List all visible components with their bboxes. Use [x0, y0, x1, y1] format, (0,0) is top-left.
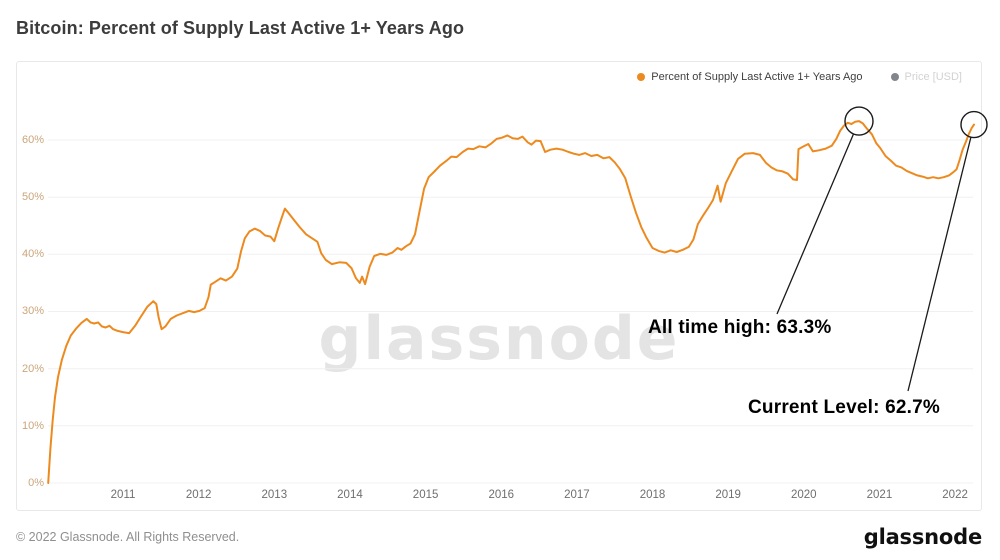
y-tick-30%: 30% [21, 305, 44, 318]
y-tick-20%: 20% [21, 362, 44, 375]
glassnode-watermark: glassnode [318, 304, 680, 374]
legend-item-price-usd[interactable]: Price [USD] [890, 71, 962, 83]
x-tick-2011: 2011 [110, 489, 136, 501]
annotation-current-level: Current Level: 62.7% [748, 397, 940, 418]
x-tick-2017: 2017 [564, 489, 590, 501]
y-tick-60%: 60% [21, 133, 44, 146]
y-tick-10%: 10% [21, 419, 44, 432]
x-tick-2018: 2018 [639, 489, 666, 501]
footer: © 2022 Glassnode. All Rights Reserved. g… [16, 521, 982, 553]
legend-dot-orange-icon [637, 73, 646, 81]
legend-item-supply-active[interactable]: Percent of Supply Last Active 1+ Years A… [637, 71, 863, 83]
chart-card: glassnode [16, 61, 982, 511]
page-title: Bitcoin: Percent of Supply Last Active 1… [16, 18, 465, 38]
x-tick-2013: 2013 [261, 489, 288, 501]
copyright-text: © 2022 Glassnode. All Rights Reserved. [16, 530, 240, 544]
x-tick-2015: 2015 [412, 489, 439, 501]
glassnode-logo: glassnode [863, 525, 982, 549]
x-tick-2016: 2016 [488, 489, 515, 501]
y-tick-0%: 0% [28, 477, 44, 489]
x-tick-2022: 2022 [942, 489, 968, 501]
x-tick-2012: 2012 [185, 489, 212, 501]
legend-label-supply-active: Percent of Supply Last Active 1+ Years A… [651, 71, 863, 83]
legend-label-price-usd: Price [USD] [904, 71, 962, 83]
annotation-all-time-high: All time high: 63.3% [648, 317, 832, 338]
y-tick-50%: 50% [21, 191, 44, 204]
y-tick-40%: 40% [21, 248, 44, 261]
x-tick-2019: 2019 [715, 489, 741, 501]
x-tick-2020: 2020 [791, 489, 817, 501]
x-tick-2014: 2014 [337, 489, 363, 501]
chart-legend: Percent of Supply Last Active 1+ Years A… [637, 69, 962, 85]
x-tick-2021: 2021 [866, 489, 893, 501]
legend-dot-gray-icon [890, 73, 899, 81]
